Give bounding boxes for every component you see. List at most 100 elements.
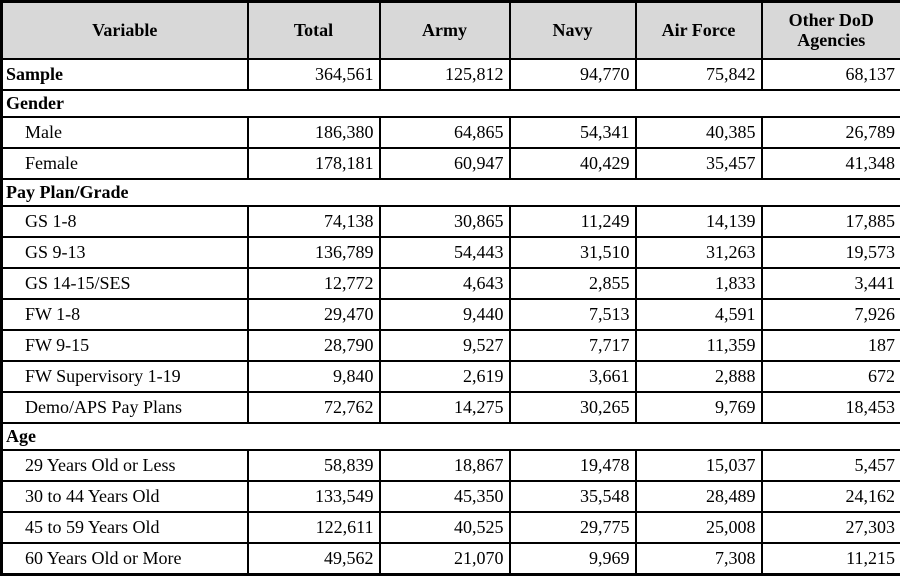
- table-row: 30 to 44 Years Old 133,549 45,350 35,548 28,…: [0, 480, 900, 514]
- cell-value: 7,308: [634, 542, 763, 576]
- section-row: Gender: [0, 88, 900, 118]
- cell-value: 133,549: [246, 480, 381, 514]
- cell-value: 41,348: [760, 146, 900, 180]
- cell-value: 364,561: [246, 57, 381, 91]
- column-header: Variable: [0, 0, 249, 60]
- cell-value: 125,812: [378, 57, 511, 91]
- cell-value: 27,303: [760, 511, 900, 545]
- row-label: Sample: [0, 57, 249, 91]
- row-label: Female: [0, 146, 249, 180]
- cell-value: 18,453: [760, 391, 900, 425]
- cell-value: 122,611: [246, 511, 381, 545]
- cell-value: 11,359: [634, 328, 763, 362]
- cell-value: 7,513: [508, 297, 637, 331]
- cell-value: 178,181: [246, 146, 381, 180]
- table-row: GS 14-15/SES 12,772 4,643 2,855 1,833 3,441: [0, 266, 900, 300]
- cell-value: 9,769: [634, 391, 763, 425]
- cell-value: 29,470: [246, 297, 381, 331]
- table-row: 45 to 59 Years Old 122,611 40,525 29,775 25,…: [0, 511, 900, 545]
- row-label: FW Supervisory 1-19: [0, 359, 249, 394]
- row-label: GS 1-8: [0, 204, 249, 238]
- cell-value: 30,265: [508, 391, 637, 425]
- column-header: Air Force: [634, 0, 763, 60]
- cell-value: 60,947: [378, 146, 511, 180]
- cell-value: 136,789: [246, 235, 381, 269]
- column-header: Army: [378, 0, 511, 60]
- header-row: Variable Total Army Navy Air Force Other DoD …: [0, 0, 900, 60]
- column-header: Navy: [508, 0, 637, 60]
- cell-value: 54,443: [378, 235, 511, 269]
- row-label: FW 9-15: [0, 328, 249, 362]
- cell-value: 17,885: [760, 204, 900, 238]
- cell-value: 19,573: [760, 235, 900, 269]
- cell-value: 29,775: [508, 511, 637, 545]
- row-label: Male: [0, 115, 249, 149]
- cell-value: 21,070: [378, 542, 511, 576]
- section-label: Pay Plan/Grade: [0, 177, 900, 207]
- row-label: GS 9-13: [0, 235, 249, 269]
- table-row: GS 1-8 74,138 30,865 11,249 14,139 17,885: [0, 204, 900, 238]
- section-row: Pay Plan/Grade: [0, 177, 900, 207]
- cell-value: 15,037: [634, 449, 763, 483]
- cell-value: 9,840: [246, 359, 381, 394]
- table-row: Male 186,380 64,865 54,341 40,385 26,789: [0, 115, 900, 149]
- row-label: GS 14-15/SES: [0, 266, 249, 300]
- cell-value: 9,969: [508, 542, 637, 576]
- cell-value: 54,341: [508, 115, 637, 149]
- table-row: 29 Years Old or Less 58,839 18,867 19,478 15…: [0, 449, 900, 483]
- cell-value: 3,661: [508, 359, 637, 394]
- column-header: Other DoD Agencies: [760, 0, 900, 60]
- cell-value: 11,215: [760, 542, 900, 576]
- cell-value: 64,865: [378, 115, 511, 149]
- table-row: GS 9-13 136,789 54,443 31,510 31,263 19,573: [0, 235, 900, 269]
- row-label: 29 Years Old or Less: [0, 449, 249, 483]
- cell-value: 25,008: [634, 511, 763, 545]
- table-row: 60 Years Old or More 49,562 21,070 9,969 7,3…: [0, 542, 900, 576]
- cell-value: 19,478: [508, 449, 637, 483]
- section-label: Age: [0, 422, 900, 452]
- cell-value: 49,562: [246, 542, 381, 576]
- cell-value: 2,855: [508, 266, 637, 300]
- cell-value: 35,548: [508, 480, 637, 514]
- section-row: Age: [0, 422, 900, 452]
- cell-value: 30,865: [378, 204, 511, 238]
- cell-value: 5,457: [760, 449, 900, 483]
- cell-value: 3,441: [760, 266, 900, 300]
- cell-value: 9,440: [378, 297, 511, 331]
- cell-value: 31,510: [508, 235, 637, 269]
- cell-value: 187: [760, 328, 900, 362]
- cell-value: 35,457: [634, 146, 763, 180]
- cell-value: 2,888: [634, 359, 763, 394]
- cell-value: 31,263: [634, 235, 763, 269]
- table-row: FW 1-8 29,470 9,440 7,513 4,591 7,926: [0, 297, 900, 331]
- section-label: Gender: [0, 88, 900, 118]
- cell-value: 2,619: [378, 359, 511, 394]
- row-label: FW 1-8: [0, 297, 249, 331]
- cell-value: 94,770: [508, 57, 637, 91]
- cell-value: 1,833: [634, 266, 763, 300]
- cell-value: 4,591: [634, 297, 763, 331]
- cell-value: 14,275: [378, 391, 511, 425]
- row-label: Demo/APS Pay Plans: [0, 391, 249, 425]
- cell-value: 4,643: [378, 266, 511, 300]
- cell-value: 18,867: [378, 449, 511, 483]
- cell-value: 14,139: [634, 204, 763, 238]
- cell-value: 7,717: [508, 328, 637, 362]
- cell-value: 74,138: [246, 204, 381, 238]
- cell-value: 672: [760, 359, 900, 394]
- cell-value: 24,162: [760, 480, 900, 514]
- cell-value: 186,380: [246, 115, 381, 149]
- table-row: Demo/APS Pay Plans 72,762 14,275 30,265 9,76…: [0, 391, 900, 425]
- cell-value: 40,429: [508, 146, 637, 180]
- column-header: Total: [246, 0, 381, 60]
- cell-value: 7,926: [760, 297, 900, 331]
- cell-value: 45,350: [378, 480, 511, 514]
- table-row: FW 9-15 28,790 9,527 7,717 11,359 187: [0, 328, 900, 362]
- table-row: FW Supervisory 1-19 9,840 2,619 3,661 2,888 6…: [0, 359, 900, 394]
- table-row: Female 178,181 60,947 40,429 35,457 41,348: [0, 146, 900, 180]
- cell-value: 75,842: [634, 57, 763, 91]
- cell-value: 40,525: [378, 511, 511, 545]
- row-label: 45 to 59 Years Old: [0, 511, 249, 545]
